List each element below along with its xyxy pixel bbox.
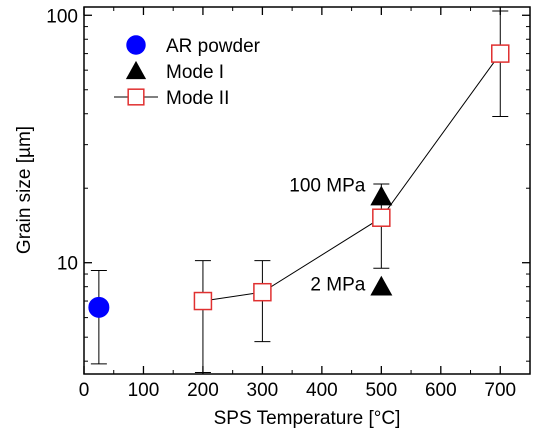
x-tick-label: 0 [79, 380, 90, 401]
legend-label: Mode I [166, 62, 224, 83]
data-markers [88, 44, 510, 318]
annotations: 100 MPa 2 MPa [289, 176, 365, 296]
annotation-label: 100 MPa [289, 176, 365, 197]
legend: AR powder Mode I Mode II [114, 35, 261, 109]
x-tick-label: 200 [187, 380, 219, 401]
triangle-marker [370, 275, 393, 296]
x-tick-label: 300 [247, 380, 279, 401]
x-axis-title: SPS Temperature [°C] [214, 408, 401, 429]
x-tick-label: 500 [365, 380, 397, 401]
y-tick-label: 10 [57, 254, 78, 275]
y-axis-title: Grain size [µm] [14, 126, 35, 254]
x-tick-label: 700 [484, 380, 516, 401]
square-marker [193, 291, 213, 311]
y-tick-label: 100 [46, 6, 78, 27]
x-tick-label: 100 [128, 380, 160, 401]
circle-marker [88, 296, 110, 318]
triangle-marker [125, 60, 147, 80]
axis-ticks: 0 100 200 300 400 500 600 700 10 100 [46, 6, 530, 401]
circle-marker [126, 35, 146, 55]
square-marker [127, 88, 145, 106]
square-marker [372, 208, 391, 227]
triangle-marker [370, 185, 393, 206]
x-tick-label: 600 [425, 380, 457, 401]
x-tick-label: 400 [306, 380, 338, 401]
series-line [202, 53, 501, 302]
annotation-label: 2 MPa [310, 275, 365, 296]
square-marker [491, 44, 510, 63]
legend-label: AR powder [166, 36, 261, 57]
plot-frame [83, 6, 531, 375]
legend-label: Mode II [166, 88, 229, 109]
series-lines [202, 53, 501, 302]
square-marker [253, 282, 272, 302]
